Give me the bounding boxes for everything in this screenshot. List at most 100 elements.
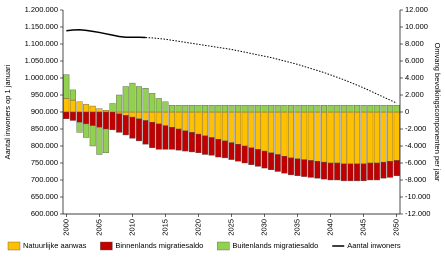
bar xyxy=(188,111,195,133)
bar xyxy=(195,104,202,113)
bar xyxy=(221,104,228,113)
y-tick-label: 900.000 xyxy=(31,107,58,116)
bar xyxy=(208,104,215,113)
bar xyxy=(301,104,308,113)
bar xyxy=(109,111,116,131)
bar xyxy=(122,111,129,116)
bar xyxy=(83,104,90,113)
bar xyxy=(208,137,215,156)
bar xyxy=(83,123,90,138)
bar xyxy=(274,111,281,155)
bar xyxy=(314,104,321,113)
bar xyxy=(268,104,275,113)
bar xyxy=(287,104,294,113)
bar xyxy=(354,111,361,165)
bar xyxy=(228,111,235,143)
bar xyxy=(102,128,109,153)
bar xyxy=(261,104,268,113)
bar xyxy=(307,160,314,178)
y-tick-label: 950.000 xyxy=(31,90,58,99)
bar xyxy=(63,111,70,119)
bar xyxy=(301,111,308,160)
y-axis-label: Aantal inwoners op 1 januari xyxy=(3,64,12,159)
bar xyxy=(155,98,162,113)
bar xyxy=(202,104,209,113)
bar xyxy=(215,138,222,158)
bar xyxy=(235,104,242,113)
bar xyxy=(254,149,261,167)
y2-tick-label: -2.000 xyxy=(405,124,426,133)
bar xyxy=(96,108,103,113)
bar xyxy=(360,111,367,165)
bar xyxy=(347,104,354,113)
bar xyxy=(195,133,202,154)
bar xyxy=(76,111,83,123)
bar xyxy=(340,111,347,165)
legend-label: Natuurlijke aanwas xyxy=(23,241,87,250)
bar xyxy=(387,104,394,113)
bar xyxy=(248,147,255,165)
bar xyxy=(116,94,123,113)
line xyxy=(145,37,397,104)
bar xyxy=(63,74,70,99)
bar xyxy=(347,111,354,165)
bar xyxy=(102,111,109,130)
legend-swatch xyxy=(217,241,230,251)
bar xyxy=(393,160,400,176)
bar xyxy=(327,162,334,181)
x-tick-label: 2015 xyxy=(160,219,169,236)
bar xyxy=(96,111,103,128)
bar xyxy=(294,111,301,159)
bar xyxy=(248,104,255,113)
bar xyxy=(135,118,142,142)
y-tick-label: 1.050.000 xyxy=(25,56,58,65)
bar xyxy=(254,104,261,113)
y2-tick-label: 8.000 xyxy=(405,39,424,48)
bar xyxy=(129,82,136,113)
bar xyxy=(340,104,347,113)
bar xyxy=(169,127,176,150)
y2-tick-label: -10.000 xyxy=(405,192,430,201)
bar xyxy=(89,111,96,126)
bar xyxy=(367,162,374,181)
bar xyxy=(367,111,374,164)
bar xyxy=(360,104,367,113)
x-tick-label: 2050 xyxy=(392,219,401,236)
bar xyxy=(69,111,76,121)
bar xyxy=(380,104,387,113)
bar xyxy=(287,111,294,159)
bar xyxy=(182,111,189,131)
bar xyxy=(149,111,156,123)
bar xyxy=(294,158,301,176)
bar xyxy=(182,104,189,113)
y-tick-label: 850.000 xyxy=(31,124,58,133)
bar xyxy=(281,155,288,174)
y2-tick-label: 6.000 xyxy=(405,56,424,65)
bar xyxy=(175,128,182,151)
bar xyxy=(268,152,275,171)
y2-tick-label: 10.000 xyxy=(405,22,428,31)
bar xyxy=(142,120,149,145)
x-tick-label: 2030 xyxy=(260,219,269,236)
line xyxy=(66,28,146,39)
bar xyxy=(347,163,354,182)
bar xyxy=(169,104,176,113)
bar xyxy=(367,104,374,113)
bar xyxy=(321,111,328,163)
bar xyxy=(215,104,222,113)
bar xyxy=(261,150,268,169)
bar xyxy=(314,161,321,179)
bar xyxy=(162,111,169,126)
bar xyxy=(122,115,129,136)
y-tick-label: 600.000 xyxy=(31,209,58,218)
x-tick-label: 2045 xyxy=(359,219,368,236)
bar xyxy=(175,111,182,130)
bar xyxy=(241,104,248,113)
bar xyxy=(340,163,347,182)
bar xyxy=(248,111,255,148)
bar xyxy=(208,111,215,138)
bar xyxy=(195,111,202,135)
bar xyxy=(129,116,136,139)
bar xyxy=(321,161,328,180)
bar xyxy=(274,104,281,113)
